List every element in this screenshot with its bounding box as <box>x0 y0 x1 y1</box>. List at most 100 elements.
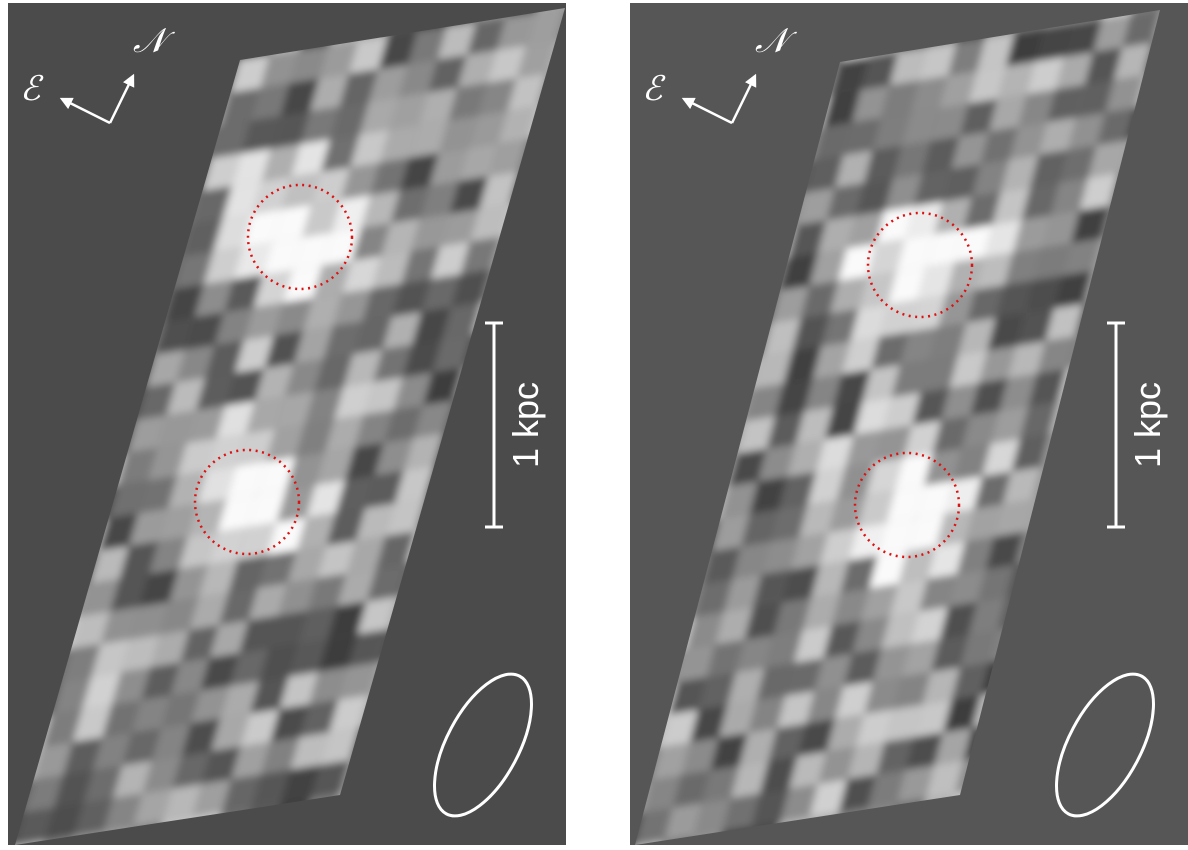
pixel <box>195 372 235 411</box>
pixel <box>1054 271 1092 309</box>
pixel <box>787 439 825 477</box>
pixel <box>0 845 15 850</box>
pixel <box>927 541 966 579</box>
pixel <box>469 204 509 242</box>
pixel <box>881 611 919 649</box>
pixel <box>782 565 820 603</box>
pixel <box>192 779 232 817</box>
pixel <box>891 359 930 398</box>
pixel <box>965 504 1003 542</box>
pixel <box>236 428 276 467</box>
pixel <box>1096 107 1135 146</box>
pixel <box>139 569 179 607</box>
pixel <box>167 471 207 509</box>
pixel <box>1045 303 1084 341</box>
beam-ellipse <box>1055 672 1155 818</box>
pixel <box>783 346 822 384</box>
pixel <box>1033 243 1072 281</box>
pixel <box>806 686 844 724</box>
pixel <box>261 143 301 182</box>
pixel <box>52 676 92 715</box>
pixel <box>103 793 143 831</box>
pixel <box>773 597 812 636</box>
pixel <box>249 676 289 714</box>
pixel <box>843 117 882 156</box>
pixel <box>314 353 354 392</box>
pixel <box>920 355 959 393</box>
pixel <box>951 131 989 169</box>
pixel <box>1079 173 1118 211</box>
pixel <box>652 742 690 780</box>
pixel <box>992 187 1031 225</box>
pixel <box>74 798 114 836</box>
pixel <box>365 470 405 509</box>
pixel <box>908 294 947 332</box>
pixel <box>127 415 167 453</box>
pixel <box>300 106 340 144</box>
pixel <box>193 186 233 224</box>
pixel <box>218 587 258 626</box>
pixel <box>172 751 212 789</box>
pixel <box>128 508 168 546</box>
pixel <box>245 396 285 434</box>
pixel <box>893 671 931 710</box>
pixel <box>273 298 313 336</box>
pixel <box>664 802 702 841</box>
pixel <box>381 218 421 256</box>
pixel <box>260 50 300 88</box>
pixel <box>947 38 986 76</box>
pixel <box>346 536 386 574</box>
pixel <box>831 57 870 95</box>
pixel <box>788 220 827 258</box>
pixel <box>822 89 861 128</box>
pixel <box>1035 24 1073 62</box>
pixel <box>343 349 383 387</box>
pixel <box>418 87 458 126</box>
pixel <box>389 92 429 130</box>
pixel <box>324 414 364 453</box>
pixel <box>190 685 230 724</box>
scale-label: 1 kpc <box>1127 382 1168 468</box>
pixel <box>565 0 604 8</box>
pixel <box>766 411 805 449</box>
pixel <box>1122 10 1160 48</box>
pixel <box>24 774 64 813</box>
pixel <box>635 807 673 845</box>
pixel <box>703 546 741 584</box>
pixel <box>737 416 776 454</box>
pixel <box>327 601 367 639</box>
pixel <box>44 802 84 841</box>
pixel <box>1064 19 1102 57</box>
pixel <box>253 270 293 308</box>
pixel <box>976 33 1015 71</box>
pixel <box>968 597 1007 635</box>
pixel <box>200 653 240 691</box>
pixel <box>296 512 336 551</box>
pixel <box>100 606 140 645</box>
pixel <box>268 610 308 649</box>
pixel <box>241 115 281 154</box>
pixel <box>181 718 221 756</box>
pixel <box>973 471 1012 509</box>
pixel <box>672 770 711 808</box>
pixel <box>747 695 786 733</box>
pixel <box>843 648 882 687</box>
pixel <box>357 596 397 635</box>
pixel <box>410 213 450 252</box>
pixel <box>872 644 911 682</box>
pixel <box>119 541 159 579</box>
east-label: ℰ <box>20 69 44 109</box>
pixel <box>744 602 783 640</box>
pixel <box>320 134 360 172</box>
pixel <box>693 798 731 836</box>
pixel <box>754 350 793 389</box>
pixel <box>138 475 178 514</box>
pixel <box>420 180 460 219</box>
pixel <box>886 485 925 524</box>
pixel <box>409 120 449 158</box>
pixel <box>701 765 740 803</box>
pixel <box>422 367 462 406</box>
pixel <box>229 648 269 686</box>
pixel <box>913 168 952 207</box>
pixel <box>905 732 943 770</box>
